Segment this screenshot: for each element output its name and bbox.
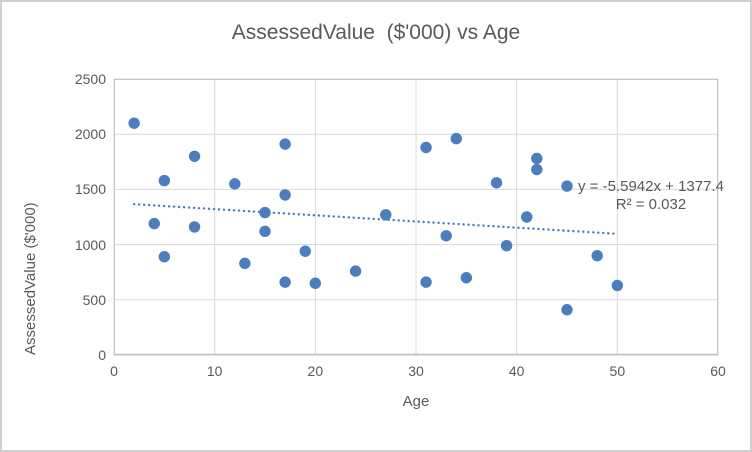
data-point[interactable] [460, 272, 473, 284]
trendline-r-squared: R² = 0.032 [615, 196, 687, 213]
x-tick-label[interactable]: 40 [508, 363, 525, 379]
data-point[interactable] [148, 217, 160, 230]
data-point[interactable] [531, 163, 543, 176]
plot-area [113, 78, 719, 356]
x-tick-label[interactable]: 10 [206, 363, 223, 379]
data-point[interactable] [309, 277, 322, 289]
data-point[interactable] [279, 189, 291, 201]
y-tick-label[interactable]: 1000 [74, 236, 106, 253]
data-point[interactable] [279, 276, 291, 288]
data-point[interactable] [349, 265, 362, 277]
y-tick-label[interactable]: 1500 [74, 181, 106, 198]
x-tick-label[interactable]: 50 [609, 363, 626, 379]
data-point[interactable] [158, 251, 171, 263]
trendline-equation: y = -5.5942x + 1377.4 [578, 178, 724, 195]
data-point[interactable] [158, 174, 171, 187]
data-point[interactable] [188, 150, 201, 162]
y-tick-label[interactable]: 2000 [74, 126, 106, 143]
y-tick-label[interactable]: 500 [82, 291, 106, 308]
y-axis-title[interactable]: AssessedValue ($'000) [22, 202, 39, 355]
data-point[interactable] [259, 206, 271, 219]
data-point[interactable] [450, 132, 462, 145]
x-axis-title[interactable]: Age [402, 393, 430, 410]
data-point[interactable] [521, 211, 533, 223]
trendline[interactable] [132, 202, 619, 236]
data-point[interactable] [380, 209, 392, 221]
data-point[interactable] [490, 177, 503, 189]
data-point[interactable] [188, 221, 201, 233]
y-tick-label[interactable]: 2500 [74, 71, 106, 87]
data-point[interactable] [239, 257, 251, 270]
data-point[interactable] [259, 225, 271, 238]
chart-title[interactable]: AssessedValue ($'000) vs Age [231, 21, 521, 44]
data-point[interactable] [420, 141, 432, 154]
y-tick-label[interactable]: 0 [98, 347, 106, 363]
data-point[interactable] [299, 245, 311, 257]
x-tick-label[interactable]: 60 [710, 363, 726, 379]
data-point[interactable] [531, 152, 543, 165]
x-tick-label[interactable]: 0 [110, 363, 118, 379]
x-tick-label[interactable]: 20 [307, 363, 324, 379]
data-point[interactable] [591, 249, 603, 262]
trendline-label[interactable]: y = -5.5942x + 1377.4 R² = 0.032 [578, 178, 724, 214]
data-point[interactable] [420, 276, 432, 288]
data-point[interactable] [279, 138, 291, 150]
x-tick-label[interactable]: 30 [408, 363, 424, 379]
data-point[interactable] [561, 180, 573, 192]
data-point[interactable] [561, 304, 573, 316]
data-point[interactable] [229, 178, 241, 190]
data-point[interactable] [611, 279, 624, 292]
data-point[interactable] [440, 230, 452, 242]
data-point[interactable] [500, 240, 513, 252]
data-point[interactable] [128, 117, 140, 129]
plot-canvas [113, 78, 719, 356]
